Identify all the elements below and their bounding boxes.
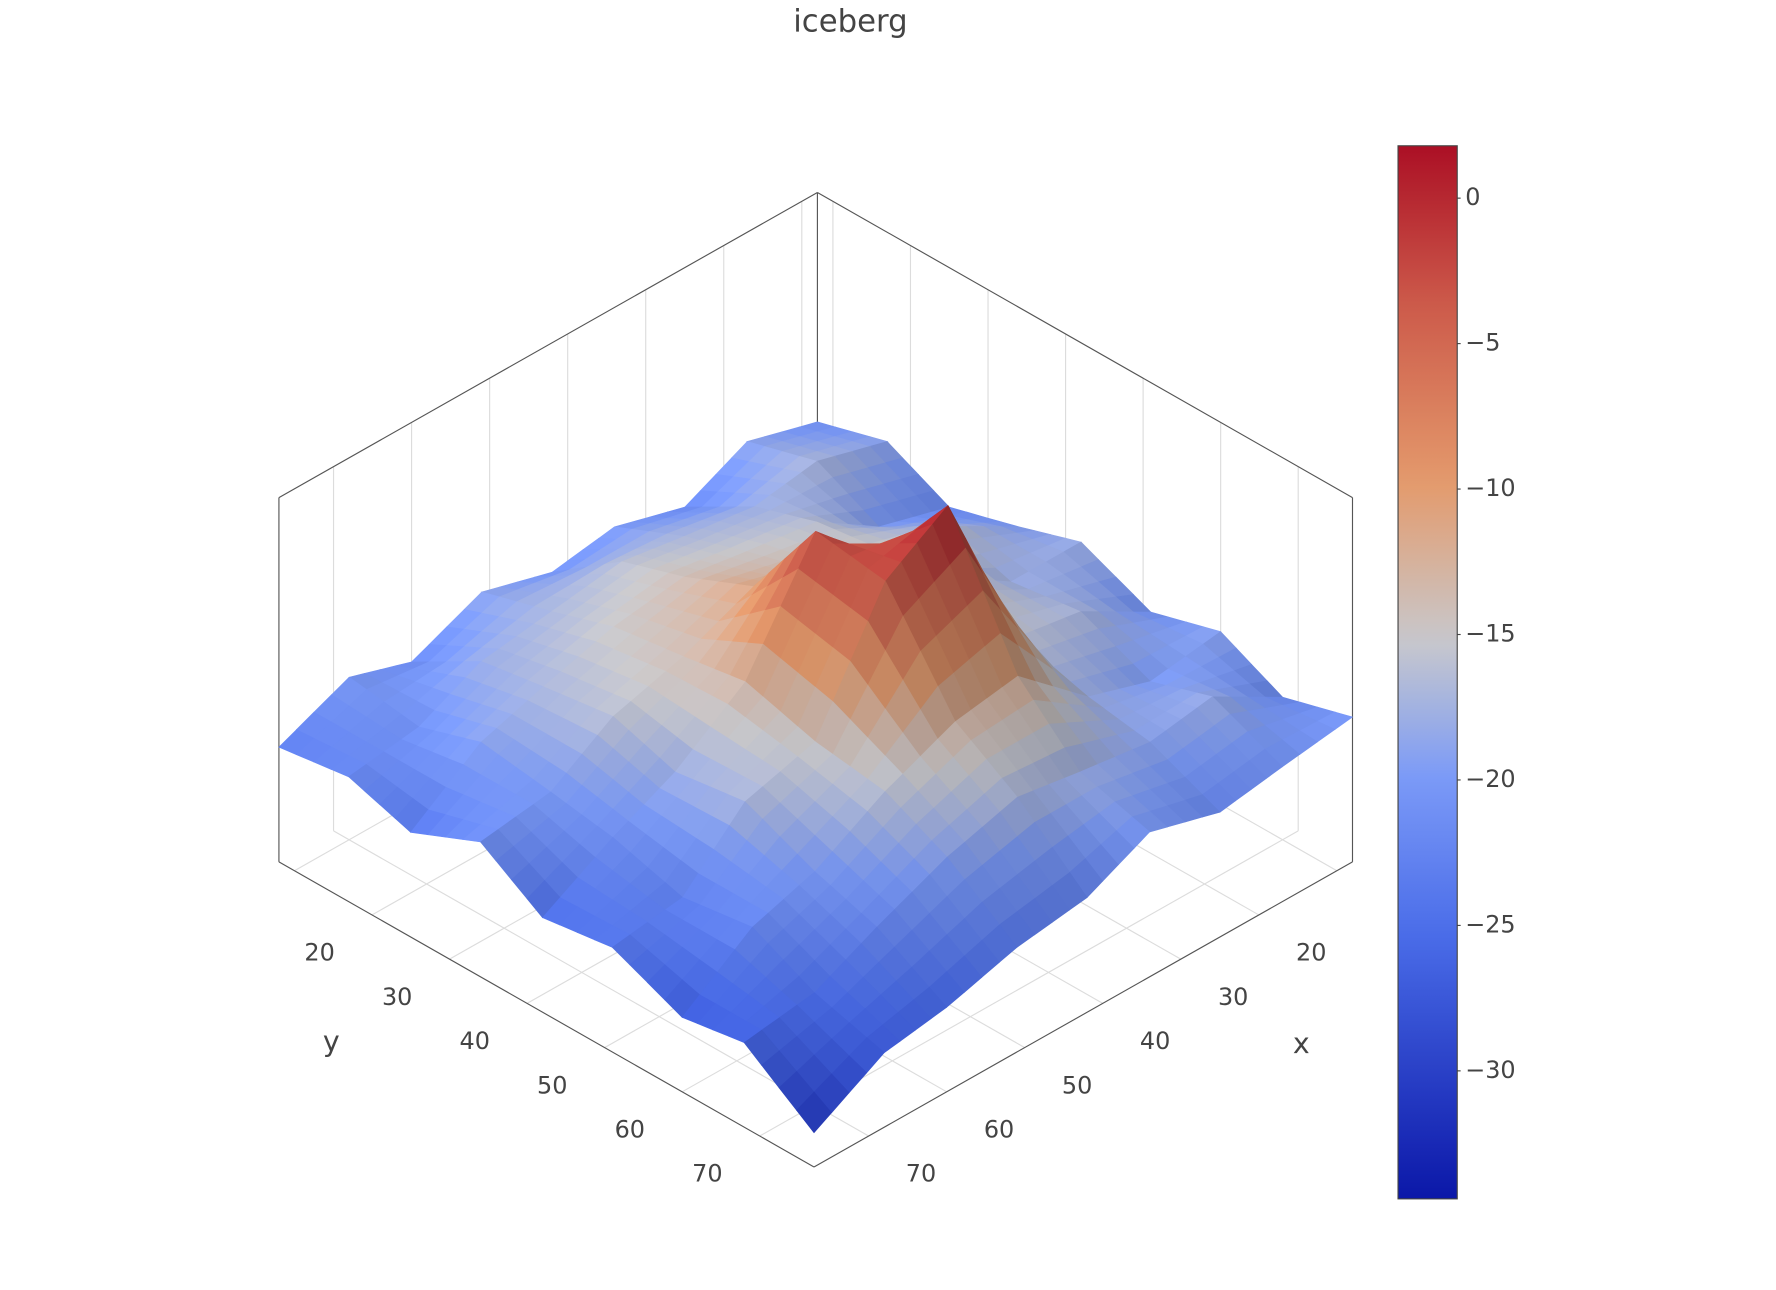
- axis-line: [817, 191, 1353, 499]
- y-tick-label: 20: [304, 939, 334, 967]
- x-tick-label: 70: [906, 1160, 936, 1188]
- colorbar-tick-label: −30: [1465, 1056, 1515, 1084]
- x-tick-label: 60: [984, 1116, 1014, 1144]
- chart-title: iceberg: [793, 3, 907, 39]
- axis-line: [278, 191, 818, 499]
- y-tick-label: 70: [692, 1160, 722, 1188]
- x-tick-label: 20: [1296, 939, 1326, 967]
- y-tick-label: 50: [537, 1071, 567, 1099]
- colorbar-tick-label: −10: [1465, 474, 1515, 502]
- y-tick-label: 30: [382, 983, 412, 1011]
- colorbar-tick-label: −25: [1465, 910, 1515, 938]
- y-tick-label: 40: [460, 1027, 490, 1055]
- surface-patch: [796, 1091, 832, 1134]
- y-tick-label: 60: [615, 1116, 645, 1144]
- x-axis-title: x: [1293, 1027, 1310, 1060]
- x-tick-label: 40: [1140, 1027, 1170, 1055]
- y-tick-label: 10: [227, 894, 257, 922]
- colorbar-tick-label: −5: [1465, 329, 1500, 357]
- colorbar-tick-label: −20: [1465, 765, 1515, 793]
- axis-line: [278, 861, 815, 1168]
- x-tick-label: 50: [1062, 1071, 1092, 1099]
- x-tick-label: 30: [1218, 983, 1248, 1011]
- colorbar-fill: [1397, 145, 1458, 1200]
- axis-line: [813, 861, 1353, 1168]
- colorbar: 0 −5 −10 −15 −20 −25 −30: [1397, 145, 1516, 1200]
- colorbar-tick-label: 0: [1465, 183, 1480, 211]
- y-axis-title: y: [323, 1025, 340, 1058]
- colorbar-tick-label: −15: [1465, 620, 1515, 648]
